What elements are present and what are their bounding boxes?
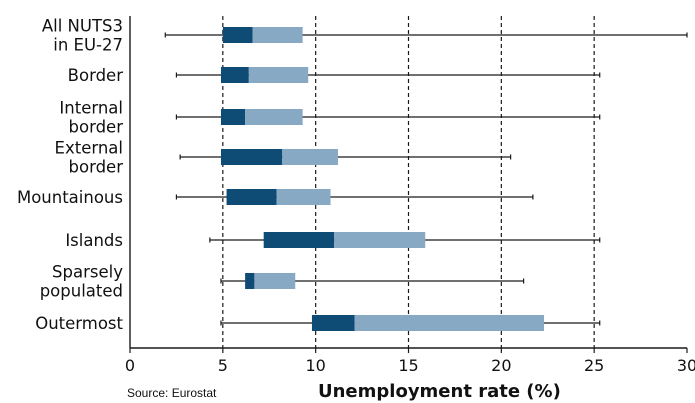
category-box-1 [175,67,601,83]
x-tick-label-10: 10 [305,356,325,375]
category-label-2-line-0: Internal [59,99,123,118]
box-lower-segment [220,67,249,83]
category-box-3 [179,149,512,165]
category-label-1-line-0: Border [68,66,124,85]
box-upper-segment [245,109,303,125]
box-lower-segment [220,149,283,165]
category-label-6-line-0: Sparsely [52,263,123,282]
box-upper-segment [354,315,545,331]
category-box-6 [220,273,525,289]
category-label-0-line-1: in EU-27 [53,36,123,55]
category-box-7 [220,315,601,331]
category-label-3-line-0: External [55,139,123,158]
x-tick-label-25: 25 [584,356,604,375]
box-lower-segment [245,273,255,289]
category-label-7-line-0: Outermost [35,314,123,333]
box-upper-segment [252,27,303,43]
x-axis-title: Unemployment rate (%) [318,381,561,402]
category-label-5-line-0: Islands [65,231,123,250]
x-tick-labels: 0 5 10 15 20 25 30 [125,348,695,375]
category-box-5 [209,232,601,248]
x-tick-label-0: 0 [125,356,135,375]
box-lower-segment [263,232,335,248]
category-box-4 [175,189,534,205]
category-label-0-line-0: All NUTS3 [42,17,123,36]
category-box-2 [175,109,601,125]
box-upper-segment [282,149,338,165]
x-tick-label-5: 5 [218,356,228,375]
box-upper-segment [248,67,309,83]
box-upper-segment [276,189,331,205]
box-series [164,27,688,331]
category-label-4-line-0: Mountainous [17,188,123,207]
category-label-6-line-1: populated [40,282,123,301]
category-box-0 [164,27,688,43]
box-lower-segment [220,109,246,125]
category-label-2-line-1: border [69,118,124,137]
category-label-3-line-1: border [69,158,124,177]
x-tick-label-30: 30 [677,356,695,375]
box-lower-segment [226,189,277,205]
x-tick-label-20: 20 [491,356,511,375]
x-tick-label-15: 15 [398,356,418,375]
gridlines [222,16,595,348]
box-upper-segment [254,273,296,289]
source-note: Source: Eurostat [127,386,217,400]
box-lower-segment [311,315,355,331]
box-lower-segment [222,27,253,43]
box-upper-segment [334,232,426,248]
